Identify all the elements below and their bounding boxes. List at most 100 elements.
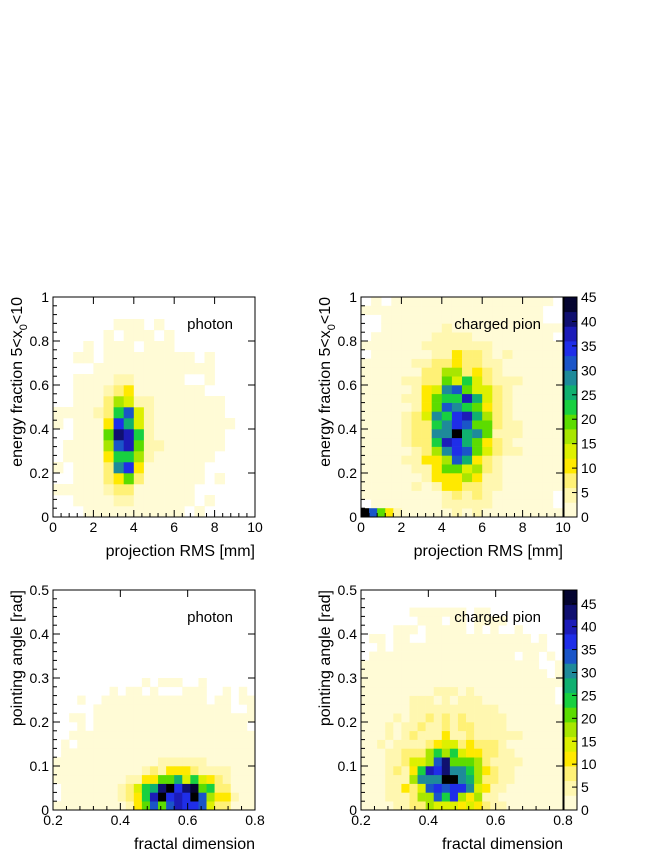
heatmap-bin (502, 367, 513, 377)
heatmap-bin (174, 766, 183, 776)
heatmap-bin (498, 730, 507, 740)
x-tick-label: 0 (49, 519, 57, 535)
heatmap-bin (431, 499, 443, 509)
heatmap-bin (482, 499, 493, 509)
heatmap-bin (377, 748, 386, 758)
heatmap-bin (69, 774, 78, 784)
colorbar-segment (564, 722, 577, 727)
heatmap-bin (123, 473, 135, 485)
heatmap-bin (369, 669, 378, 679)
heatmap-bin (462, 367, 473, 377)
heatmap-bin (174, 451, 185, 463)
heatmap-bin (401, 792, 410, 802)
heatmap-bin (417, 722, 426, 732)
heatmap-bin (498, 748, 507, 758)
heatmap-bin (409, 722, 418, 732)
heatmap-bin (522, 297, 533, 307)
heatmap-bin (462, 393, 473, 403)
heatmap-bin (421, 464, 432, 474)
heatmap-bin (417, 678, 426, 688)
heatmap-bin (194, 506, 205, 518)
heatmap-bin (472, 437, 483, 447)
heatmap-bin (53, 407, 64, 419)
heatmap-bin (133, 363, 145, 375)
colorbar-segment (564, 359, 577, 364)
heatmap-bin (530, 660, 540, 670)
heatmap-bin (101, 792, 110, 802)
colorbar-segment (564, 718, 577, 723)
heatmap-bin (433, 660, 443, 670)
heatmap-bin (492, 332, 503, 342)
heatmap-bin (490, 774, 499, 784)
heatmap-bin (506, 686, 515, 696)
heatmap-bin (466, 774, 475, 784)
colorbar-tick-label: 25 (581, 387, 597, 403)
heatmap-bin (385, 748, 394, 758)
heatmap-bin (457, 695, 467, 705)
heatmap-bin (238, 774, 248, 784)
heatmap-bin (425, 704, 435, 714)
heatmap-bin (174, 730, 183, 740)
heatmap-bin (431, 393, 443, 403)
x-tick-label: 0.2 (351, 812, 371, 828)
heatmap-bin (369, 757, 378, 767)
heatmap-bin (457, 722, 467, 732)
heatmap-bin (431, 437, 443, 447)
heatmap-bin (61, 748, 70, 758)
heatmap-bin (361, 473, 372, 483)
heatmap-bin (246, 774, 256, 784)
heatmap-bin (73, 418, 84, 430)
heatmap-bin (123, 484, 135, 496)
heatmap-bin (462, 508, 473, 518)
heatmap-bin (433, 739, 443, 749)
heatmap-bin (174, 722, 183, 732)
heatmap-bin (482, 473, 493, 483)
heatmap-bin (532, 367, 544, 377)
heatmap-bin (361, 464, 372, 474)
heatmap-bin (117, 774, 127, 784)
colorbar-segment (564, 352, 577, 357)
heatmap-bin (77, 695, 86, 705)
heatmap-bin (441, 455, 453, 465)
heatmap-bin (93, 473, 104, 485)
heatmap-bin (361, 341, 372, 351)
heatmap-bin (69, 713, 78, 723)
heatmap-bin (542, 341, 554, 351)
heatmap-bin (381, 429, 392, 439)
heatmap-bin (184, 462, 195, 474)
heatmap-bin (466, 651, 475, 661)
colorbar-segment (564, 407, 577, 412)
heatmap-bin (542, 393, 554, 403)
heatmap-bin (532, 446, 544, 456)
heatmap-bin (502, 481, 513, 491)
heatmap-bin (546, 766, 556, 776)
heatmap-bin (472, 402, 483, 412)
heatmap-bin (431, 349, 443, 359)
heatmap-bin (466, 757, 475, 767)
heatmap-bin (222, 730, 232, 740)
heatmap-bin (530, 651, 540, 661)
heatmap-bin (512, 385, 523, 395)
heatmap-bin (462, 358, 473, 368)
heatmap-bin (409, 651, 418, 661)
heatmap-bin (512, 429, 523, 439)
heatmap-bin (421, 455, 432, 465)
plot-frame (52, 296, 256, 518)
heatmap-bin (409, 607, 418, 617)
heatmap-bin (462, 297, 473, 307)
x-tick-label: 6 (170, 519, 178, 535)
heatmap-bin (361, 437, 372, 447)
heatmap-bin (73, 451, 84, 463)
heatmap-bin (441, 402, 453, 412)
heatmap-bin (502, 314, 513, 324)
heatmap-bin (506, 713, 515, 723)
heatmap-bin (194, 385, 205, 397)
heatmap-bin (149, 713, 159, 723)
y-tick-label: 0 (41, 509, 49, 525)
heatmap-bin (393, 660, 402, 670)
heatmap-bin (417, 660, 426, 670)
heatmap-bin (530, 783, 540, 793)
heatmap-bin (433, 634, 443, 644)
heatmap-bin (141, 713, 151, 723)
